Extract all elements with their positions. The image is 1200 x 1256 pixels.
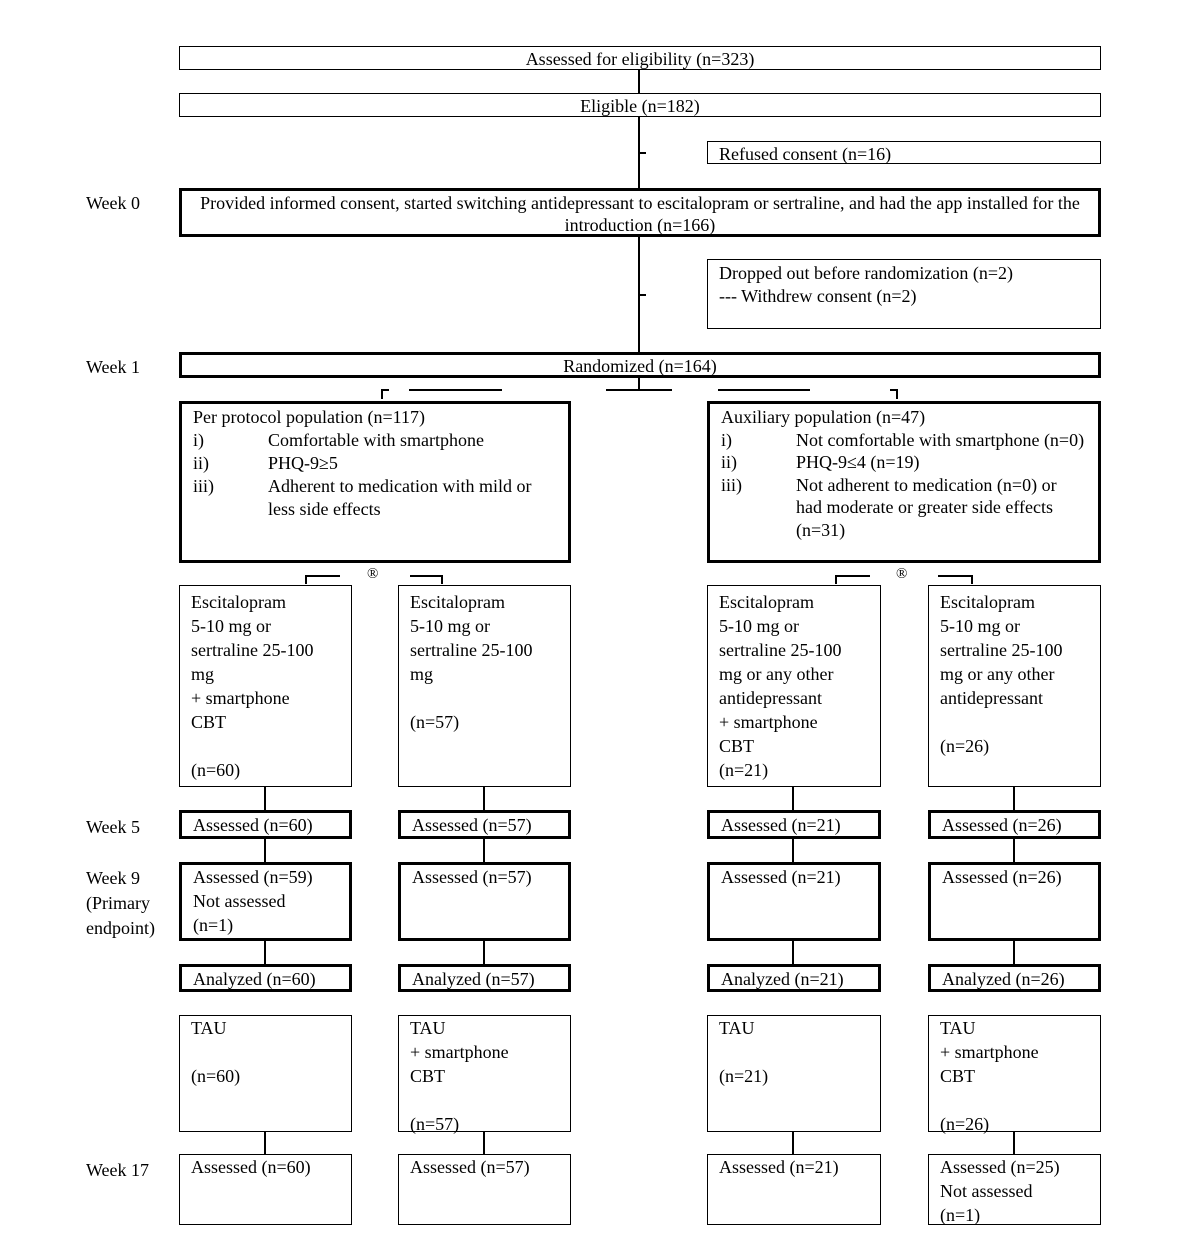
auxiliary-box: Auxiliary population (n=47) i) Not comfor… [707, 401, 1101, 563]
week-0-label: Week 0 [86, 193, 141, 213]
arm-1-week-5-box: Assessed (n=60) [179, 810, 352, 839]
week-17-label: Week 17 [86, 1160, 150, 1180]
arm-2-week-17-box: Assessed (n=57) [398, 1154, 571, 1225]
refused-consent-box: Refused consent (n=16) [707, 141, 1101, 164]
dropped-out-box: Dropped out before randomization (n=2) -… [707, 259, 1101, 329]
week-5-label: Week 5 [86, 817, 141, 837]
randomization-symbol: ® [896, 566, 908, 582]
arm-3-second-phase-box: TAU (n=21) [707, 1015, 881, 1132]
consent-box: Provided informed consent, started switc… [179, 188, 1101, 237]
arm-1-treatment-box: Escitalopram 5-10 mg or sertraline 25-10… [179, 585, 352, 787]
arm-3-week-5-box: Assessed (n=21) [707, 810, 881, 839]
arm-1-week-17-box: Assessed (n=60) [179, 1154, 352, 1225]
week-1-label: Week 1 [86, 357, 141, 377]
eligible-box: Eligible (n=182) [179, 93, 1101, 117]
arm-2-second-phase-box: TAU + smartphone CBT (n=57) [398, 1015, 571, 1134]
arm-4-analyzed-box: Analyzed (n=26) [928, 964, 1101, 992]
criterion: ii) PHQ-9≤4 (n=19) [721, 452, 920, 472]
arm-4-week-9-box: Assessed (n=26) [928, 862, 1101, 941]
arm-3-analyzed-box: Analyzed (n=21) [707, 964, 881, 992]
randomized-box: Randomized (n=164) [179, 352, 1101, 378]
criterion: iii) Adherent to medication with mild or … [193, 476, 532, 519]
per-protocol-box: Per protocol population (n=117) i) Comfor… [179, 401, 571, 563]
arm-1-week-9-box: Assessed (n=59) Not assessed (n=1) [179, 862, 352, 941]
randomization-symbol: ® [367, 566, 379, 582]
arm-4-week-17-box: Assessed (n=25) Not assessed (n=1) [928, 1154, 1101, 1225]
week-9-label: Week 9 (Primary endpoint) [86, 868, 155, 938]
criterion: i) Not comfortable with smartphone (n=0) [721, 429, 1085, 450]
arm-2-week-9-box: Assessed (n=57) [398, 862, 571, 941]
arm-2-analyzed-box: Analyzed (n=57) [398, 964, 571, 992]
arm-1-analyzed-box: Analyzed (n=60) [179, 964, 352, 992]
arm-4-week-5-box: Assessed (n=26) [928, 810, 1101, 839]
arm-1-second-phase-box: TAU (n=60) [179, 1015, 352, 1132]
arm-3-week-17-box: Assessed (n=21) [707, 1154, 881, 1225]
criterion: iii) Not adherent to medication (n=0) or … [721, 474, 1057, 540]
arm-2-treatment-box: Escitalopram 5-10 mg or sertraline 25-10… [398, 585, 571, 787]
criterion: ii) PHQ-9≥5 [193, 453, 338, 473]
per-protocol-title: Per protocol population (n=117) [193, 407, 425, 427]
auxiliary-title: Auxiliary population (n=47) [721, 407, 926, 427]
arm-3-treatment-box: Escitalopram 5-10 mg or sertraline 25-10… [707, 585, 881, 787]
arm-4-treatment-box: Escitalopram 5-10 mg or sertraline 25-10… [928, 585, 1101, 787]
criterion: i) Comfortable with smartphone [193, 430, 484, 450]
arm-3-week-9-box: Assessed (n=21) [707, 862, 881, 941]
arm-2-week-5-box: Assessed (n=57) [398, 810, 571, 839]
arm-4-second-phase-box: TAU + smartphone CBT (n=26) [928, 1015, 1101, 1134]
assessed-box: Assessed for eligibility (n=323) [179, 46, 1101, 70]
